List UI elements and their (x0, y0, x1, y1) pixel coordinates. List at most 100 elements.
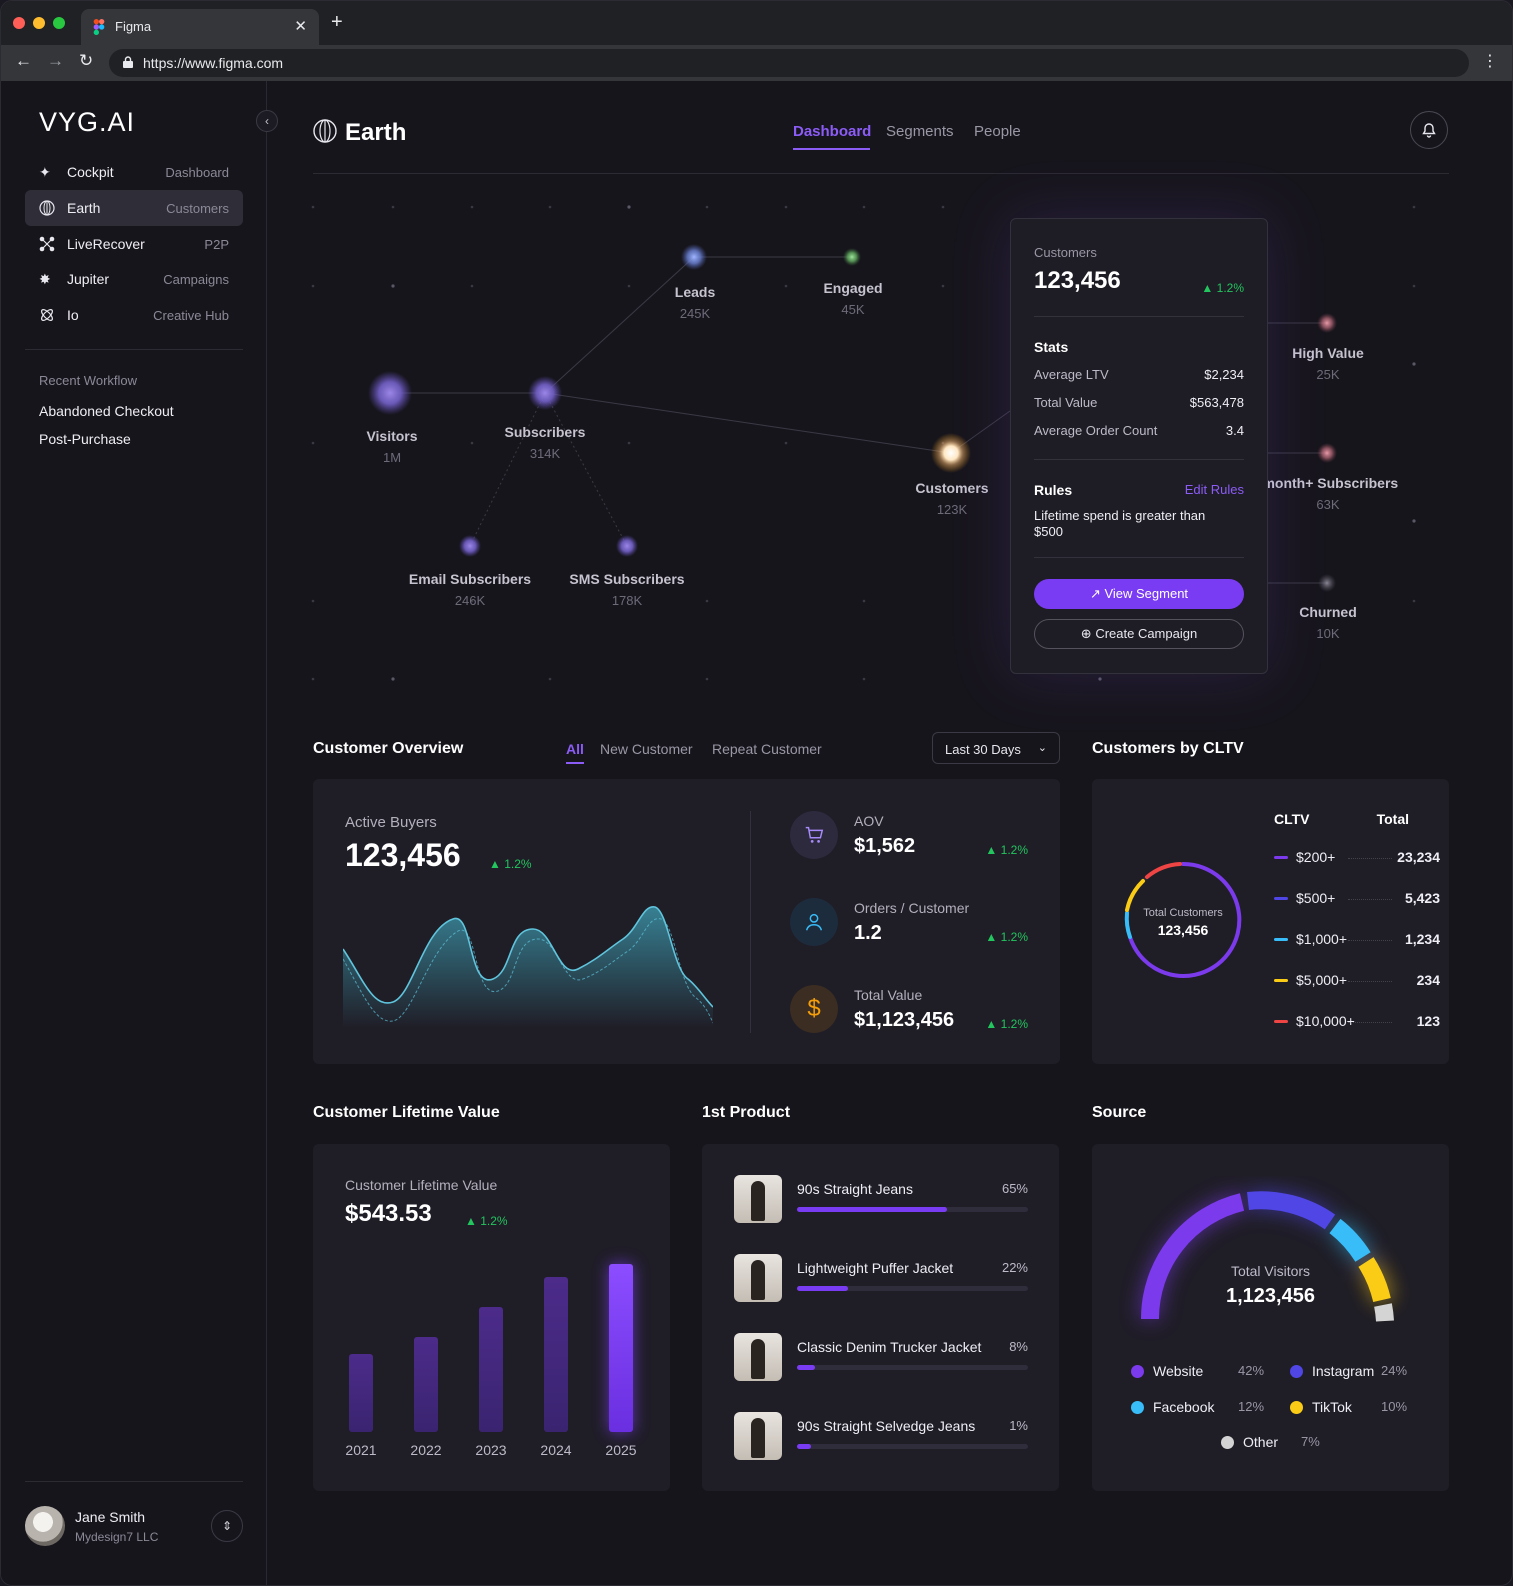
kpi-change: ▲ 1.2% (985, 843, 1028, 857)
back-icon[interactable]: ← (15, 51, 32, 70)
node-value: 45K (841, 302, 865, 317)
node-email-subscribers[interactable] (459, 535, 481, 557)
source-percent: 10% (1381, 1399, 1408, 1414)
sidebar-item-liverecover[interactable]: LiveRecover P2P (25, 226, 243, 262)
lifetime-panel: Customer Lifetime Value $543.53 ▲ 1.2% 2… (313, 1144, 670, 1491)
product-percent: 22% (1001, 1260, 1028, 1275)
node-customers[interactable] (931, 433, 971, 473)
x-tick-label: 2023 (475, 1442, 506, 1458)
new-tab-icon[interactable]: + (331, 11, 343, 33)
source-percent: 7% (1301, 1434, 1320, 1449)
sidebar-item-sub: Campaigns (163, 272, 229, 287)
bar-2021[interactable] (349, 1354, 373, 1432)
source-name: Facebook (1153, 1399, 1215, 1415)
node-engaged[interactable] (843, 248, 861, 266)
bar-2023[interactable] (479, 1307, 503, 1432)
avatar (25, 1506, 65, 1546)
chevron-down-icon: ⌄ (1037, 742, 1047, 754)
recent-workflow-item[interactable]: Abandoned Checkout (39, 403, 174, 419)
node-leads[interactable] (681, 244, 707, 270)
cltv-column-header: CLTV (1274, 811, 1310, 827)
change-value: 1.2% (1000, 930, 1028, 944)
card-divider (1034, 557, 1244, 558)
tab-people[interactable]: People (974, 123, 1021, 140)
view-segment-button[interactable]: ↗ View Segment (1034, 579, 1244, 609)
product-row[interactable]: Classic Denim Trucker Jacket 8% (734, 1333, 1028, 1383)
node-value: 63K (1316, 497, 1340, 512)
lifetime-value: $543.53 (345, 1200, 432, 1227)
gauge-segment-other (1374, 1303, 1394, 1322)
product-name: Classic Denim Trucker Jacket (797, 1339, 982, 1355)
stat-value: 3.4 (1225, 423, 1244, 438)
leader-dots (1348, 899, 1392, 900)
cltv-row: $5,000+ 234 (1274, 972, 1440, 990)
bar-2024[interactable] (544, 1277, 568, 1432)
browser-menu-icon[interactable]: ⋮ (1482, 53, 1498, 70)
source-title: Source (1092, 1104, 1147, 1121)
tab-new-customer[interactable]: New Customer (600, 741, 693, 757)
segment-card-title: Customers (1034, 245, 1097, 260)
product-row[interactable]: Lightweight Puffer Jacket 22% (734, 1254, 1028, 1304)
node-month-subscribers[interactable] (1317, 443, 1337, 463)
reload-icon[interactable]: ↻ (79, 51, 94, 70)
cltv-value: 234 (1416, 972, 1440, 988)
legend-swatch (1290, 1365, 1303, 1378)
node-high-value[interactable] (1317, 313, 1337, 333)
cart-icon (790, 811, 838, 859)
account-switcher-button[interactable]: ⇕ (211, 1510, 243, 1542)
product-progress-track (797, 1207, 1028, 1212)
node-label: High Value (1292, 345, 1364, 361)
node-churned[interactable] (1318, 574, 1336, 592)
cltv-ring-chart (1124, 861, 1242, 978)
notifications-button[interactable] (1410, 111, 1448, 149)
external-link-icon: ↗ (1089, 586, 1105, 601)
sidebar-item-label: Jupiter (67, 271, 110, 287)
sidebar-item-label: Earth (67, 200, 101, 216)
kpi-value: 1.2 (854, 922, 882, 944)
close-tab-icon[interactable]: ✕ (294, 18, 307, 35)
legend-swatch (1274, 979, 1288, 982)
tab-all[interactable]: All (566, 741, 584, 757)
product-row[interactable]: 90s Straight Selvedge Jeans 1% (734, 1412, 1028, 1462)
create-campaign-button[interactable]: ⊕ Create Campaign (1034, 619, 1244, 649)
node-subscribers[interactable] (528, 376, 562, 410)
product-progress-fill (797, 1207, 948, 1212)
node-label: Leads (674, 284, 716, 300)
minimize-window-button[interactable] (33, 17, 45, 29)
bar-2022[interactable] (414, 1337, 438, 1432)
tab-dashboard[interactable]: Dashboard (793, 123, 872, 140)
node-label: Subscribers (504, 424, 586, 440)
forward-icon[interactable]: → (47, 51, 64, 70)
panel-divider (750, 811, 751, 1033)
cltv-label: $10,000+ (1296, 1013, 1355, 1029)
product-percent: 1% (1009, 1418, 1028, 1433)
sidebar-item-label: Io (67, 307, 79, 323)
header-divider (313, 173, 1449, 174)
node-visitors[interactable] (368, 371, 412, 415)
tab-repeat-customer[interactable]: Repeat Customer (712, 741, 822, 757)
source-name: Website (1153, 1363, 1204, 1379)
sidebar-item-cockpit[interactable]: ✦ Cockpit Dashboard (25, 154, 243, 190)
edit-rules-link[interactable]: Edit Rules (1184, 482, 1244, 497)
close-window-button[interactable] (13, 17, 25, 29)
node-value: 246K (454, 593, 486, 608)
tab-segments[interactable]: Segments (886, 123, 954, 140)
sidebar-item-jupiter[interactable]: ✸ Jupiter Campaigns (25, 261, 243, 297)
recent-workflow-heading: Recent Workflow (39, 373, 138, 388)
browser-tab[interactable]: Figma ✕ (81, 9, 319, 45)
sidebar-item-earth[interactable]: Earth Customers (25, 190, 243, 226)
maximize-window-button[interactable] (53, 17, 65, 29)
product-image (734, 1254, 782, 1302)
node-sms-subscribers[interactable] (616, 535, 638, 557)
sidebar-item-io[interactable]: Io Creative Hub (25, 297, 243, 333)
url-field[interactable]: https://www.figma.com (109, 49, 1469, 77)
sidebar-item-label: LiveRecover (67, 236, 145, 252)
collapse-sidebar-button[interactable]: ‹ (256, 110, 278, 132)
product-progress-track (797, 1365, 1028, 1370)
date-range-select[interactable]: Last 30 Days ⌄ (932, 732, 1060, 764)
user-profile[interactable]: Jane Smith Mydesign7 LLC ⇕ (25, 1506, 243, 1550)
recent-workflow-item[interactable]: Post-Purchase (39, 431, 131, 447)
cltv-label: $1,000+ (1296, 931, 1347, 947)
bar-2025[interactable] (609, 1264, 633, 1432)
product-row[interactable]: 90s Straight Jeans 65% (734, 1175, 1028, 1225)
